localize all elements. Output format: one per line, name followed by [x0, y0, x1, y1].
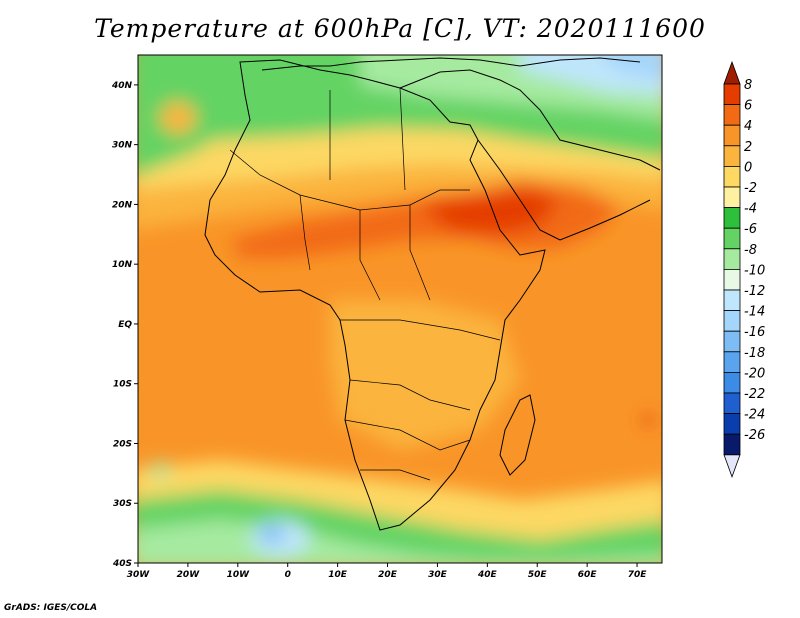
colorbar-label: -6: [744, 222, 757, 237]
colorbar-label: -16: [744, 325, 765, 340]
temperature-field: [138, 55, 662, 563]
lon-tick-label: 20E: [378, 570, 398, 580]
colorbar-label: 6: [744, 99, 752, 114]
latitude-axis: 40N 30N 20N 10N EQ 10S 20S 30S 40S: [111, 81, 138, 569]
colorbar-label: -14: [744, 305, 765, 320]
colorbar-segment: [723, 207, 741, 229]
lat-tick-label: 20N: [112, 200, 133, 210]
colorbar-label: 0: [744, 160, 752, 175]
colorbar-segment: [723, 433, 741, 456]
lon-tick-label: 30W: [127, 570, 151, 580]
colorbar-label: -22: [744, 387, 765, 402]
colorbar-segment: [723, 289, 741, 312]
colorbar-label: 4: [744, 119, 752, 134]
lon-tick-label: 30E: [428, 570, 448, 580]
colorbar-top-arrow: [723, 60, 741, 85]
map-frame: [137, 54, 663, 564]
lon-tick-label: 40E: [477, 570, 498, 580]
country-borders: [229, 87, 501, 481]
colorbar-label: -18: [744, 346, 765, 361]
colorbar-segment: [723, 186, 741, 209]
lat-tick-label: 20S: [113, 439, 132, 449]
colorbar-label: 8: [744, 78, 752, 93]
colorbar-bottom-arrow: [723, 454, 741, 478]
colorbar-segment: [723, 330, 741, 353]
colorbar-label: -26: [744, 428, 765, 443]
lon-tick-label: 50E: [528, 570, 548, 580]
coastline: [204, 57, 661, 531]
colorbar-segment: [723, 248, 741, 270]
colorbar-segment: [723, 310, 741, 332]
colorbar-segment: [723, 268, 741, 291]
lon-tick-label: 60E: [578, 570, 598, 580]
grads-credit: GrADS: IGES/COLA: [4, 603, 98, 613]
colorbar-label: -4: [744, 202, 757, 217]
colorbar: 8 6 4 2 0 -2 -4 -6 -8 -10 -12 -14 -16 -18 -20 -22 -24 -26: [723, 60, 765, 478]
lon-tick-label: 20W: [177, 570, 201, 580]
lon-tick-label: 10E: [328, 570, 348, 580]
colorbar-label: 2: [744, 140, 752, 155]
colorbar-label: -2: [744, 181, 757, 196]
lat-tick-label: 40S: [112, 559, 132, 569]
lat-tick-label: EQ: [118, 320, 132, 330]
colorbar-label: -10: [744, 263, 765, 278]
colorbar-segment: [723, 145, 741, 167]
lat-tick-label: 10S: [113, 380, 132, 390]
lon-tick-label: 10W: [227, 570, 251, 580]
colorbar-label: -20: [744, 366, 765, 381]
colorbar-label: -24: [744, 408, 765, 423]
longitude-axis: 30W 20W 10W 0 10E 20E 30E 40E 50E 60E 70E: [127, 563, 647, 580]
lat-tick-label: 10N: [112, 260, 133, 270]
lat-tick-label: 30S: [113, 499, 132, 509]
colorbar-label: -12: [744, 284, 765, 299]
map-title: Temperature at 600hPa [C], VT: 202011160…: [94, 14, 706, 43]
colorbar-segment: [723, 371, 741, 394]
colorbar-segment: [723, 351, 741, 373]
colorbar-segment: [723, 227, 741, 250]
colorbar-segment: [723, 392, 741, 415]
colorbar-label: -8: [744, 243, 757, 258]
lon-tick-label: 70E: [628, 570, 648, 580]
lat-tick-label: 40N: [111, 81, 133, 91]
lon-tick-label: 0: [285, 570, 291, 580]
colorbar-segment: [723, 124, 741, 147]
colorbar-segment: [723, 83, 741, 106]
colorbar-segment: [723, 165, 741, 188]
lat-tick-label: 30N: [112, 141, 133, 151]
colorbar-segment: [723, 413, 741, 435]
colorbar-segment: [723, 104, 741, 126]
